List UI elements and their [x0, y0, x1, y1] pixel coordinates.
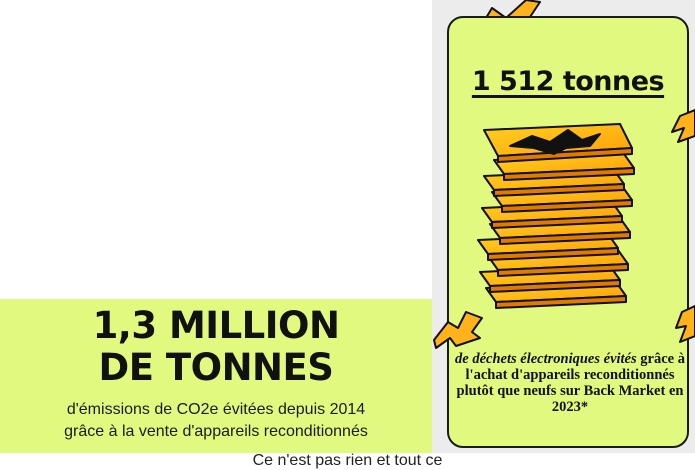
phone-layer-edge	[493, 183, 625, 197]
e-waste-description: de déchets électroniques évités grâce à …	[453, 351, 687, 415]
spark-icon	[433, 311, 483, 349]
co2-description-line1: d'émissions de CO2e évitées depuis 2014	[66, 401, 366, 418]
phone-layer-edge	[499, 231, 631, 245]
phone-layer-edge	[497, 263, 629, 277]
co2-stat-panel: 1,3 MILLION DE TONNES d'émissions de CO2…	[0, 299, 432, 453]
co2-description-line2: grâce à la vente d'appareils recondition…	[64, 423, 368, 440]
spark-icon	[671, 109, 695, 143]
co2-headline-line2: DE TONNES	[98, 346, 334, 389]
phone-layer-edge	[503, 167, 635, 181]
e-waste-card: 1 512 tonnes de déchets électroniques év…	[447, 16, 689, 448]
co2-headline-line1: 1,3 MILLION	[92, 304, 340, 347]
e-waste-headline: 1 512 tonnes	[471, 66, 665, 97]
co2-description: d'émissions de CO2e évitées depuis 2014 …	[0, 399, 432, 443]
footer-text: Ce n'est pas rien et tout ce	[252, 452, 443, 469]
phone-stack-illustration	[477, 123, 635, 309]
phone-layer-edge	[495, 295, 627, 309]
e-waste-description-rest: grâce à l'achat d'appareils reconditionn…	[456, 351, 685, 415]
spark-icon	[675, 305, 695, 343]
e-waste-description-emphasis: de déchets électroniques évités	[455, 351, 637, 367]
phone-layer-edge	[489, 279, 621, 293]
phone-layer-edge	[501, 199, 633, 213]
phone-layer-edge	[487, 247, 619, 261]
phone-layer-edge	[491, 215, 623, 229]
